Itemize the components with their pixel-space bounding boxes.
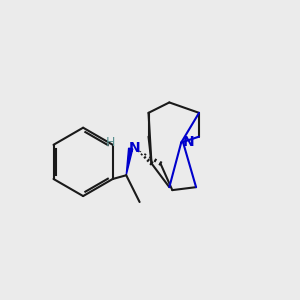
Text: H: H (106, 136, 116, 149)
Text: N: N (183, 135, 194, 149)
Text: N: N (128, 141, 140, 154)
Polygon shape (126, 148, 133, 175)
